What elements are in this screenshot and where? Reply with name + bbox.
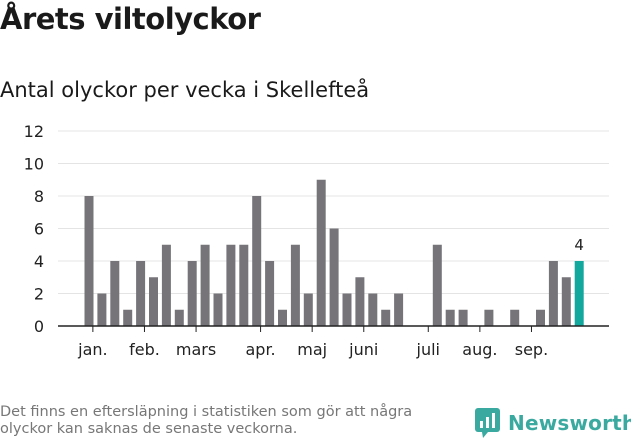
- y-tick-label: 4: [34, 252, 44, 271]
- bar: [265, 261, 275, 326]
- brand-logo: Newsworthy: [475, 406, 631, 440]
- brand-name: Newsworthy: [508, 411, 631, 435]
- bar: [110, 261, 120, 326]
- y-tick-label: 0: [34, 317, 44, 336]
- y-tick-label: 8: [34, 187, 44, 206]
- bar: [123, 309, 133, 326]
- bar: [161, 244, 171, 326]
- bar: [303, 293, 313, 326]
- highlighted-bar: [574, 261, 584, 326]
- bar: [432, 244, 442, 326]
- bar: [548, 261, 558, 326]
- bar: [226, 244, 236, 326]
- bar: [278, 309, 287, 326]
- bar: [342, 293, 352, 326]
- x-tick-label: feb.: [129, 340, 160, 359]
- x-tick-label: mars: [176, 340, 216, 359]
- x-tick-label: jan.: [77, 340, 107, 359]
- bar: [252, 196, 262, 326]
- x-tick-label: apr.: [245, 340, 275, 359]
- bar: [445, 309, 455, 326]
- bar-chart: 0 2 4 6 8 10 12 jan. feb. mars apr. maj juni juli aug.…: [24, 122, 609, 359]
- bar: [290, 244, 300, 326]
- bar: [510, 309, 520, 326]
- bar: [174, 309, 184, 326]
- y-tick-label: 12: [24, 122, 44, 141]
- bar: [316, 179, 326, 326]
- bar: [368, 293, 378, 326]
- x-tick-label: sep.: [515, 340, 548, 359]
- bar: [355, 277, 365, 326]
- x-tick-label: maj: [297, 340, 327, 359]
- bar: [394, 293, 404, 326]
- bar: [536, 309, 545, 326]
- newsworthy-logo-icon: [475, 408, 500, 438]
- bar: [149, 277, 158, 326]
- bar: [484, 309, 494, 326]
- bar: [136, 261, 146, 326]
- bar: [329, 228, 339, 326]
- bar: [381, 309, 391, 326]
- y-tick-label: 2: [34, 285, 44, 304]
- x-tick-label: juli: [416, 340, 440, 359]
- footnote: Det finns en eftersläpning i statistiken…: [0, 404, 413, 437]
- y-tick-label: 6: [34, 220, 44, 239]
- bar: [213, 293, 223, 326]
- bar: [458, 309, 468, 326]
- bar: [239, 244, 249, 326]
- chart-title: Årets viltolyckor: [0, 2, 261, 36]
- bar: [97, 293, 107, 326]
- chart-subtitle: Antal olyckor per vecka i Skellefteå: [0, 78, 370, 102]
- x-tick-label: aug.: [462, 340, 497, 359]
- y-tick-label: 10: [24, 155, 44, 174]
- bar: [84, 196, 94, 326]
- highlight-data-label: 4: [574, 236, 584, 254]
- bar: [200, 244, 210, 326]
- bar: [187, 261, 197, 326]
- bar: [561, 277, 571, 326]
- x-tick-label: juni: [348, 340, 378, 359]
